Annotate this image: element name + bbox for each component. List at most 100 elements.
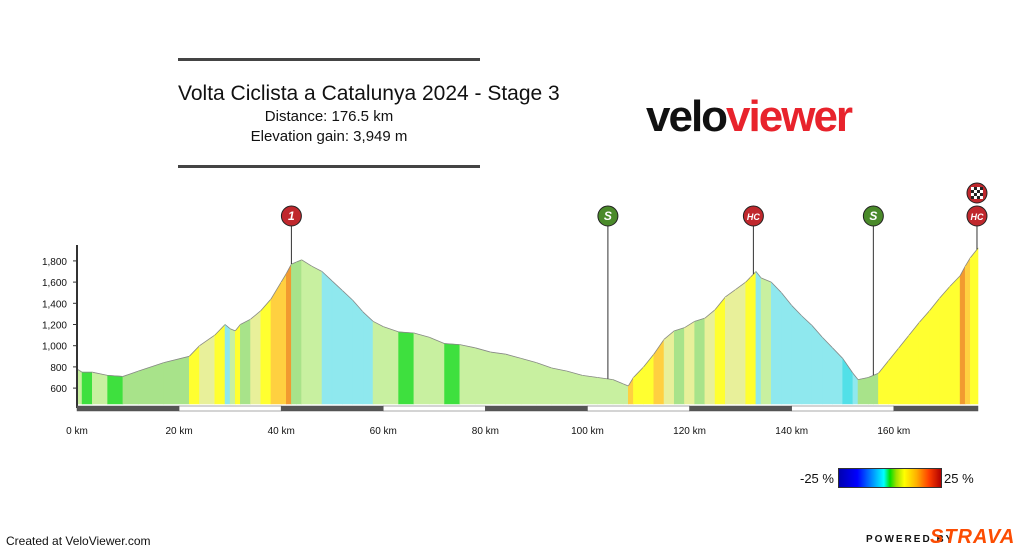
profile-segment <box>857 377 869 405</box>
profile-outline <box>383 326 399 333</box>
profile-segment <box>781 291 792 405</box>
profile-segment <box>970 247 979 405</box>
profile-outline <box>663 330 675 340</box>
y-tick-label: 600 <box>50 384 67 395</box>
y-tick-label: 1,800 <box>42 257 67 268</box>
legend-max-label: 25 % <box>944 471 974 486</box>
profile-segment <box>801 315 813 405</box>
profile-outline <box>674 327 685 332</box>
profile-segment <box>362 311 374 405</box>
profile-outline <box>714 296 726 310</box>
profile-segment <box>296 259 302 405</box>
profile-outline <box>929 297 941 311</box>
sprint-marker <box>597 205 619 227</box>
elevation-gain-label: Elevation gain: 3,949 m <box>250 128 408 145</box>
distance-bar-segment <box>178 405 282 412</box>
profile-segment <box>285 263 292 405</box>
profile-outline <box>291 261 297 265</box>
profile-segment <box>398 331 415 405</box>
profile-outline <box>964 257 971 267</box>
profile-segment <box>873 372 879 405</box>
profile-outline <box>735 281 746 290</box>
profile-segment <box>122 370 139 405</box>
profile-outline <box>250 310 262 320</box>
finish-flag-square <box>979 190 983 193</box>
profile-segment <box>735 281 747 405</box>
profile-segment <box>311 265 323 405</box>
profile-outline <box>801 315 813 326</box>
profile-segment <box>653 338 665 405</box>
profile-outline <box>653 339 665 355</box>
profile-outline <box>791 305 803 317</box>
x-tick-label: 60 km <box>370 426 397 437</box>
profile-outline <box>224 324 231 330</box>
profile-segment <box>582 375 598 405</box>
profile-segment <box>643 353 655 405</box>
profile-outline <box>270 281 282 300</box>
finish-flag-square <box>970 196 974 199</box>
profile-segment <box>908 321 920 405</box>
distance-bar-segment <box>587 405 690 412</box>
profile-segment <box>684 320 695 405</box>
finish-flag-square <box>970 190 974 193</box>
profile-segment <box>918 309 930 405</box>
finish-flag-square <box>973 190 977 193</box>
profile-segment <box>474 347 491 405</box>
finish-flag-square <box>973 193 977 196</box>
marker-label: S <box>604 209 612 223</box>
profile-segment <box>92 371 108 405</box>
powered-by-label: POWERED BY <box>866 534 955 545</box>
profile-outline <box>857 377 869 381</box>
profile-segment <box>714 296 726 405</box>
profile-outline <box>229 328 236 332</box>
profile-outline <box>852 373 859 380</box>
profile-segment <box>852 372 859 405</box>
profile-outline <box>704 309 716 319</box>
profile-segment <box>663 330 675 405</box>
x-tick-label: 100 km <box>571 426 604 437</box>
profile-outline <box>725 289 736 298</box>
profile-segment <box>551 367 568 405</box>
profile-outline <box>633 366 644 378</box>
profile-segment <box>822 336 833 405</box>
profile-segment <box>81 371 93 405</box>
legend-min-label: -25 % <box>800 471 834 486</box>
profile-segment <box>382 326 399 405</box>
profile-segment <box>291 261 297 405</box>
profile-outline <box>755 271 762 279</box>
profile-outline <box>623 383 629 387</box>
profile-outline <box>627 377 634 387</box>
y-tick-label: 1,200 <box>42 321 67 332</box>
profile-outline <box>260 298 272 311</box>
profile-outline <box>321 271 333 282</box>
profile-outline <box>566 370 583 376</box>
finish-flag-square <box>970 193 974 196</box>
profile-segment <box>229 328 236 405</box>
profile-segment <box>280 272 287 405</box>
profile-segment <box>867 374 874 405</box>
profile-outline <box>970 247 979 258</box>
profile-segment <box>745 276 752 405</box>
profile-segment <box>372 320 384 405</box>
profile-outline <box>760 277 772 283</box>
profile-outline <box>505 353 522 359</box>
x-tick-label: 40 km <box>268 426 295 437</box>
profile-outline <box>490 351 506 355</box>
marker-label: HC <box>747 212 760 222</box>
profile-segment <box>234 323 241 405</box>
finish-flag-square <box>979 193 983 196</box>
elevation-profile-chart: 600 800 1,000 1,200 1,400 1,600 1,800 0 km 20 km… <box>42 182 988 437</box>
profile-outline <box>811 325 823 338</box>
profile-segment <box>536 362 553 405</box>
finish-flag-square <box>976 187 980 190</box>
marker-label: HC <box>970 212 983 222</box>
x-tick-label: 160 km <box>877 426 910 437</box>
climb-marker <box>742 205 764 227</box>
profile-segment <box>750 270 757 405</box>
created-at-link[interactable]: Created at VeloViewer.com <box>6 534 151 548</box>
profile-segment <box>413 332 430 405</box>
profile-outline <box>888 347 900 361</box>
strava-logo: STRAVA <box>930 526 1016 548</box>
profile-outline <box>459 344 476 349</box>
profile-segment <box>428 336 445 405</box>
